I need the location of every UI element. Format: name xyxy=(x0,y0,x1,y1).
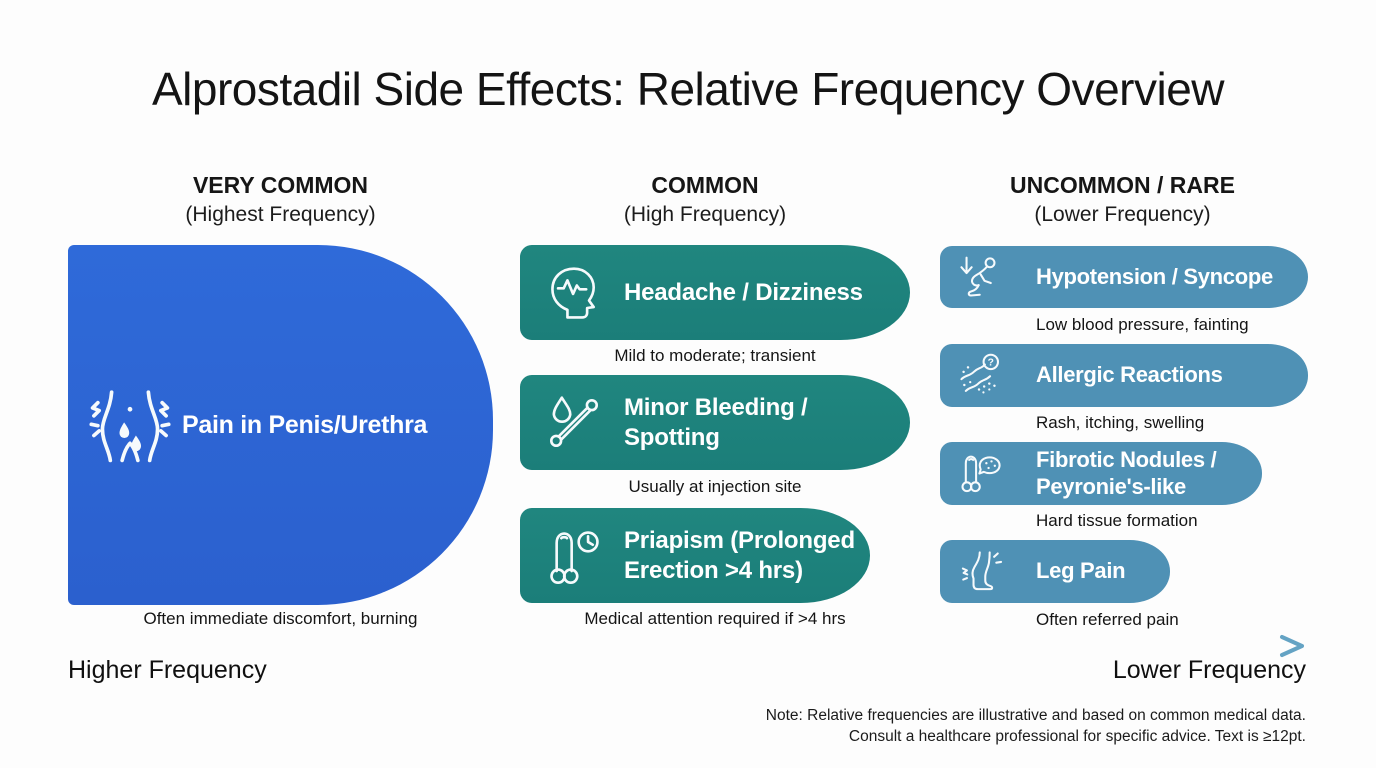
column-header-subtitle: (Highest Frequency) xyxy=(185,202,376,226)
item-fibrotic-nodules: Fibrotic Nodules / Peyronie's-like xyxy=(940,442,1262,505)
rash-question-icon: ? xyxy=(960,353,1000,394)
item-minor-bleeding-spotting: Minor Bleeding / Spotting xyxy=(520,375,910,470)
footnote-line-1: Note: Relative frequencies are illustrat… xyxy=(765,707,1306,724)
item-label: Minor Bleeding / Spotting xyxy=(624,394,808,451)
footnote-line-2: Consult a healthcare professional for sp… xyxy=(848,727,1306,745)
page-title: Alprostadil Side Effects: Relative Frequ… xyxy=(151,63,1225,115)
item-caption: Medical attention required if >4 hrs xyxy=(584,609,846,628)
item-caption: Hard tissue formation xyxy=(1036,511,1198,530)
falling-person-icon xyxy=(960,256,996,297)
item-pain-penis-urethra: Pain in Penis/Urethra xyxy=(68,245,493,605)
item-caption: Rash, itching, swelling xyxy=(1036,413,1205,432)
axis-right-label: Lower Frequency xyxy=(1112,656,1306,684)
droplet-swab-icon xyxy=(550,395,598,447)
item-label: Headache / Dizziness xyxy=(624,278,863,306)
column-header-title: COMMON xyxy=(651,172,759,198)
column-header-common: COMMON (High Frequency) xyxy=(520,171,890,228)
item-label: Fibrotic Nodules / Peyronie's-like xyxy=(1036,447,1217,499)
item-label: Priapism (Prolonged Erection >4 hrs) xyxy=(624,527,855,584)
item-priapism: Priapism (Prolonged Erection >4 hrs) xyxy=(520,508,870,603)
item-label: Hypotension / Syncope xyxy=(1036,263,1273,289)
item-hypotension-syncope: Hypotension / Syncope xyxy=(940,246,1308,308)
leg-pain-icon xyxy=(961,551,1003,591)
column-header-title: UNCOMMON / RARE xyxy=(1010,172,1235,198)
footnote: Note: Relative frequencies are illustrat… xyxy=(766,706,1306,748)
nodules-speech-icon xyxy=(961,455,1001,493)
column-header-subtitle: (High Frequency) xyxy=(623,202,787,226)
column-header-very-common: VERY COMMON (Highest Frequency) xyxy=(68,171,493,228)
item-allergic-reactions: ? Allergic Reactions xyxy=(940,344,1308,407)
item-caption: Low blood pressure, fainting xyxy=(1036,315,1249,334)
column-header-subtitle: (Lower Frequency) xyxy=(1034,202,1211,226)
item-caption: Usually at injection site xyxy=(628,477,802,496)
item-caption: Often immediate discomfort, burning xyxy=(143,609,418,628)
svg-text:?: ? xyxy=(988,358,994,369)
frequency-axis-arrow xyxy=(68,635,1304,657)
pelvis-pain-icon xyxy=(89,390,171,463)
item-label: Pain in Penis/Urethra xyxy=(182,410,428,439)
item-label: Allergic Reactions xyxy=(1036,362,1223,388)
head-pulse-icon xyxy=(551,266,595,319)
axis-left-label: Higher Frequency xyxy=(68,656,267,684)
item-label: Leg Pain xyxy=(1036,558,1126,584)
priapism-clock-icon xyxy=(550,530,599,584)
column-header-title: VERY COMMON xyxy=(192,172,369,198)
column-header-uncommon-rare: UNCOMMON / RARE (Lower Frequency) xyxy=(935,171,1310,228)
item-caption: Often referred pain xyxy=(1036,610,1179,629)
item-headache-dizziness: Headache / Dizziness xyxy=(520,245,910,340)
item-caption: Mild to moderate; transient xyxy=(614,346,816,365)
item-leg-pain: Leg Pain xyxy=(940,540,1170,603)
